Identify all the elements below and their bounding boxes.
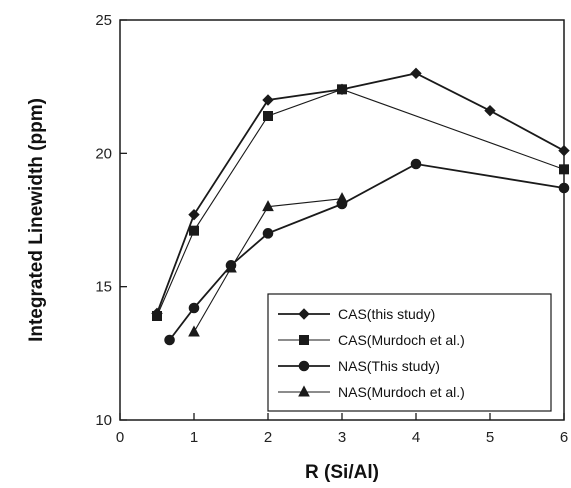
- legend-entry: NAS(This study): [278, 358, 440, 374]
- circle-marker: [298, 360, 310, 372]
- legend-label: CAS(Murdoch et al.): [338, 332, 465, 348]
- square-marker: [337, 84, 347, 95]
- legend-label: CAS(this study): [338, 306, 435, 322]
- diamond-marker: [298, 308, 310, 320]
- x-tick-label: 6: [560, 429, 568, 446]
- series-line: [156, 88, 565, 317]
- circle-marker: [262, 228, 274, 239]
- circle-marker: [410, 158, 422, 170]
- triangle-marker: [225, 261, 237, 273]
- axis-ticks: 0 1 2 3 4 5 6 10 15 20 25: [95, 12, 568, 446]
- series-line: [193, 198, 343, 333]
- legend-entry: CAS(this study): [278, 306, 435, 322]
- x-tick-label: 4: [412, 429, 420, 446]
- x-tick-label: 0: [116, 429, 124, 446]
- legend-label: NAS(Murdoch et al.): [338, 384, 465, 400]
- square-marker: [263, 111, 273, 121]
- diamond-marker: [558, 144, 570, 157]
- triangle-marker: [262, 200, 274, 212]
- circle-marker: [558, 182, 570, 194]
- circle-marker: [164, 334, 175, 346]
- square-marker: [152, 311, 162, 321]
- square-marker: [189, 225, 199, 236]
- circle-marker: [188, 302, 200, 314]
- series-triangle: [188, 192, 348, 337]
- legend: CAS(this study) CAS(Murdoch et al.) NAS(Th…: [267, 293, 552, 412]
- x-tick-label: 3: [338, 429, 346, 446]
- diamond-marker: [484, 104, 496, 117]
- legend-entry: NAS(Murdoch et al.): [278, 384, 465, 400]
- square-marker: [299, 335, 309, 345]
- y-tick-label: 25: [95, 12, 112, 29]
- y-axis-title: Integrated Linewidth (ppm): [26, 98, 47, 342]
- diamond-marker: [410, 67, 422, 80]
- diamond-marker: [262, 94, 274, 106]
- series-layer: [151, 67, 570, 346]
- x-tick-label: 5: [486, 429, 494, 446]
- series-square: [152, 84, 569, 321]
- legend-entry: CAS(Murdoch et al.): [278, 332, 465, 348]
- triangle-marker: [298, 385, 310, 397]
- y-tick-label: 20: [95, 145, 112, 162]
- x-axis-title: R (Si/Al): [305, 462, 379, 483]
- x-tick-label: 1: [190, 429, 198, 446]
- triangle-marker: [336, 192, 348, 204]
- y-tick-label: 10: [95, 412, 112, 429]
- triangle-marker: [188, 325, 200, 337]
- diamond-marker: [188, 208, 200, 221]
- square-marker: [559, 164, 569, 175]
- x-tick-label: 2: [264, 429, 272, 446]
- y-tick-label: 15: [95, 279, 112, 296]
- legend-label: NAS(This study): [338, 358, 440, 374]
